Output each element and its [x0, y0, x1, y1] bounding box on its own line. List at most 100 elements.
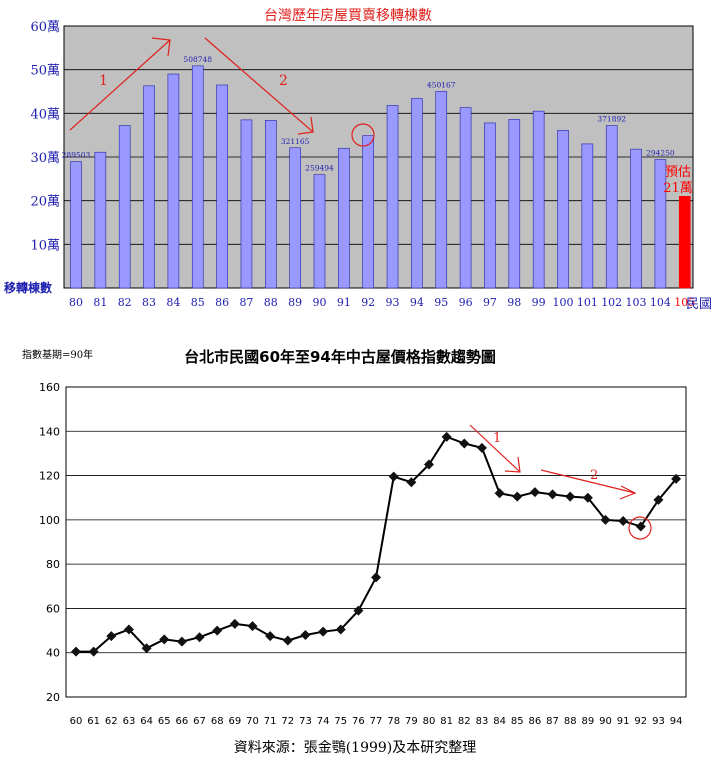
- line-marker: [388, 471, 399, 482]
- bar-trend-arrows: [69, 37, 375, 147]
- line-x-tick-label: 92: [634, 716, 647, 727]
- bar: [118, 125, 131, 289]
- bar-chart: 10萬 20萬 30萬 40萬 50萬 60萬 80 81 82 83 84 85 86 87 88 89 9…: [4, 8, 712, 312]
- line-chart: 指數基期=90年 台北市民國60年至94年中古屋價格指數趨勢圖 20 40 60 80…: [22, 348, 687, 756]
- bar-x-tick-label: 83: [142, 296, 156, 309]
- bar-data-label: 450167: [427, 80, 456, 89]
- bar: [94, 151, 107, 289]
- line-x-tick-label: 63: [123, 716, 136, 727]
- line-marker: [247, 621, 258, 632]
- line-x-tick-label: 81: [440, 716, 453, 727]
- line-x-tick-label: 80: [423, 716, 436, 727]
- bar-data-label: 508748: [183, 55, 212, 64]
- bar-arrow-2-line: [204, 37, 314, 133]
- bar: [435, 91, 448, 289]
- bar-x-tick-label: 81: [93, 296, 107, 309]
- bar-y-tick-label: 20萬: [30, 195, 60, 210]
- line-gridlines: [66, 430, 686, 654]
- bar-x-tick-label: 84: [166, 296, 180, 309]
- bar-x-tick-labels: 80 81 82 83 84 85 86 87 88 89 90 91 92 93 94 95 96 97 98 99…: [69, 296, 695, 309]
- bar: [459, 107, 472, 289]
- bar-x-tick-label: 96: [459, 296, 473, 309]
- bar-x-tick-label: 94: [410, 296, 424, 309]
- line-x-tick-labels: 60 61 62 63 64 65 66 67 68 69 70 71 72 73 74 75 76 77 78 79…: [70, 716, 683, 727]
- line-y-tick-label: 40: [46, 647, 60, 660]
- bar: [143, 85, 155, 289]
- bar: [630, 148, 642, 289]
- bar-x-tick-label: 101: [577, 296, 598, 309]
- bar: [216, 84, 228, 289]
- bar-chart-title: 台灣歷年房屋買賣移轉棟數: [264, 8, 432, 24]
- bar: [508, 119, 521, 289]
- line-x-tick-label: 66: [176, 716, 189, 727]
- line-marker: [141, 643, 152, 654]
- bar: [70, 161, 82, 289]
- bar-series: [70, 65, 691, 289]
- line-x-tick-label: 76: [352, 716, 365, 727]
- line-x-tick-label: 93: [652, 716, 665, 727]
- line-arrow-1-line: [469, 424, 521, 473]
- bar: [386, 105, 399, 289]
- bar: [532, 110, 545, 289]
- line-highlight-circle: [628, 516, 652, 540]
- line-marker: [459, 438, 470, 449]
- bar-x-tick-label: 89: [288, 296, 302, 309]
- line-marker: [618, 515, 629, 526]
- bar-y-tick-label: 50萬: [30, 64, 60, 79]
- line-x-tick-label: 85: [511, 716, 524, 727]
- line-y-tick-label: 120: [39, 470, 60, 483]
- line-markers: [71, 431, 682, 657]
- line-arrow-1-head: [504, 456, 521, 473]
- line-marker: [371, 572, 382, 583]
- line-x-tick-label: 67: [193, 716, 206, 727]
- bar: [484, 122, 496, 289]
- bar-x-tick-label: 105: [674, 296, 695, 309]
- bar-x-tick-label: 91: [337, 296, 351, 309]
- bar-x-tick-label: 90: [313, 296, 327, 309]
- line-marker: [494, 488, 505, 499]
- bar-data-label: 371892: [597, 115, 626, 124]
- estimate-label-line2: 21萬: [663, 181, 693, 196]
- bar: [264, 120, 277, 289]
- line-chart-title: 台北市民國60年至94年中古屋價格指數趨勢圖: [184, 348, 496, 366]
- line-marker: [300, 630, 311, 640]
- bar-data-label: 294250: [646, 149, 675, 158]
- line-marker: [582, 492, 593, 503]
- bar-x-tick-label: 87: [239, 296, 253, 309]
- bar: [313, 174, 326, 289]
- bar-annotation-2: 2: [279, 73, 288, 89]
- bar-y-tick-label: 10萬: [30, 238, 60, 253]
- line-x-tick-label: 83: [476, 716, 489, 727]
- line-arrow-2-head: [619, 485, 637, 500]
- bar-x-tick-label: 100: [553, 296, 574, 309]
- line-marker: [512, 491, 523, 502]
- line-marker: [318, 626, 329, 637]
- bar-annotation-1: 1: [99, 73, 108, 89]
- line-x-tick-label: 84: [493, 716, 506, 727]
- line-x-tick-label: 64: [140, 716, 153, 727]
- bar-x-tick-label: 86: [215, 296, 229, 309]
- line-x-tick-label: 60: [70, 716, 83, 727]
- bar-x-tick-label: 98: [507, 296, 521, 309]
- line-marker: [194, 632, 205, 643]
- bar-arrow-2-head: [297, 116, 314, 135]
- line-chart-subtitle: 指數基期=90年: [22, 348, 93, 361]
- line-x-tick-label: 74: [317, 716, 330, 727]
- bar-x-tick-label: 80: [69, 296, 83, 309]
- bar-x-tick-label: 99: [532, 296, 546, 309]
- bar-x-tick-label: 88: [264, 296, 278, 309]
- bar-x-tick-label: 103: [626, 296, 647, 309]
- line-y-tick-label: 20: [46, 691, 60, 704]
- line-marker: [406, 477, 417, 488]
- line-x-tick-label: 79: [405, 716, 418, 727]
- line-marker: [212, 625, 223, 636]
- line-x-tick-label: 68: [211, 716, 224, 727]
- bar-y-tick-labels: 10萬 20萬 30萬 40萬 50萬 60萬: [30, 20, 60, 253]
- bar: [167, 73, 180, 289]
- bar: [240, 119, 253, 289]
- line-x-tick-label: 77: [370, 716, 383, 727]
- line-plot-area: [65, 386, 687, 698]
- line-chart-source: 資料來源：張金鶚(1999)及本研究整理: [234, 740, 477, 756]
